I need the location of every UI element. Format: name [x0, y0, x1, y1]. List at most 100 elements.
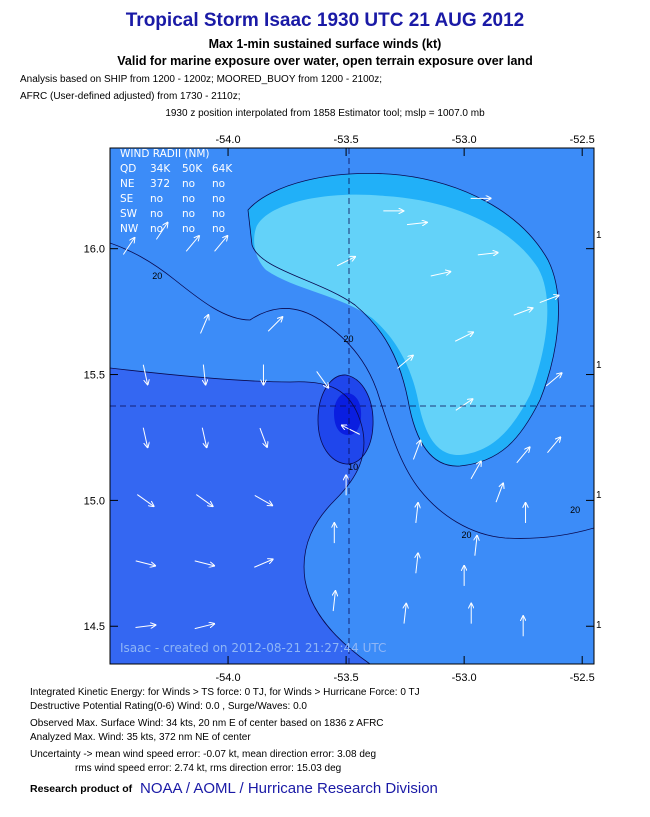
wind-radii-table: WIND RADII (NM) QD 34K 50K 64K NE 372 no no SE no n… — [120, 148, 233, 235]
radii-table-cell: no — [182, 208, 195, 220]
x-tick-label-bottom: -52.5 — [570, 672, 595, 684]
wind-vector-arrow — [214, 236, 228, 252]
wind-vector-arrow — [454, 332, 473, 342]
analysis-line-2: AFRC (User-defined adjusted) from 1730 -… — [20, 91, 241, 102]
wind-vector-arrow — [316, 371, 329, 387]
contour-line-20-west — [110, 367, 371, 664]
radii-table-cell: no — [182, 223, 195, 235]
analysis-line-1: Analysis based on SHIP from 1200 - 1200z… — [20, 74, 383, 85]
wind-vector-arrow — [200, 315, 208, 334]
wind-vector-arrow — [194, 560, 214, 566]
wind-vector-arrow — [201, 427, 206, 448]
hrd-credit-link[interactable]: NOAA / AOML / Hurricane Research Divisio… — [140, 780, 438, 797]
radii-table-cell: NW — [120, 223, 139, 235]
axes-layer: -54.0 -54.0 -53.5 -53.5 -53.0 -53.0 -52.5 -52.5… — [84, 134, 595, 684]
radii-table-cell: 372 — [150, 178, 170, 190]
radii-table-cell: SE — [120, 193, 133, 205]
wind-vector-arrow — [267, 317, 282, 332]
x-tick-label-top: -53.0 — [452, 134, 477, 146]
contour-label: 10 — [348, 462, 358, 472]
wind-vector-arrow — [404, 604, 406, 624]
radii-table-cell: no — [150, 193, 163, 205]
y-tick-label: 15.5 — [84, 370, 105, 382]
right-edge-label-3: 1 — [596, 490, 602, 501]
x-tick-label-bottom: -54.0 — [216, 672, 241, 684]
radii-table-cell: SW — [120, 208, 138, 220]
wind-vector-arrow — [122, 238, 134, 255]
wind-vector-layer — [122, 198, 561, 637]
x-tick-label-top: -54.0 — [216, 134, 241, 146]
contour-region-weak-southwest — [110, 368, 370, 664]
uncertainty-line-2: rms wind speed error: 2.74 kt, rms direc… — [75, 763, 342, 774]
page-title: Tropical Storm Isaac 1930 UTC 21 AUG 201… — [125, 10, 525, 31]
contour-line-inner — [247, 173, 559, 467]
x-tick-label-top: -52.5 — [570, 134, 595, 146]
wind-vector-arrow — [185, 236, 199, 252]
x-tick-label-bottom: -53.0 — [452, 672, 477, 684]
analyzed-max-text: Analyzed Max. Wind: 35 kts, 372 nm NE of… — [30, 732, 251, 743]
radii-table-cell: no — [212, 223, 225, 235]
wind-vector-arrow — [495, 483, 503, 503]
y-tick-label: 15.0 — [84, 495, 105, 507]
watermark-text: Isaac - created on 2012-08-21 21:27:44 U… — [120, 641, 386, 655]
wind-vector-arrow — [412, 441, 420, 460]
contour-region-30plus-kt — [254, 194, 548, 456]
contour-line-20 — [110, 242, 594, 539]
radii-table-header-cell: 50K — [182, 163, 203, 175]
wind-vector-arrow — [336, 257, 355, 267]
wind-vector-arrow — [406, 222, 427, 224]
wind-vector-arrow — [342, 425, 360, 435]
x-tick-label-top: -53.5 — [334, 134, 359, 146]
wind-vector-arrow — [397, 356, 412, 369]
wind-vector-arrow — [416, 553, 418, 574]
radii-table-cell: no — [212, 208, 225, 220]
wind-vector-arrow — [254, 559, 272, 568]
x-tick-label-bottom: -53.5 — [334, 672, 359, 684]
uncertainty-line-1: Uncertainty -> mean wind speed error: -0… — [30, 749, 377, 760]
radii-table-cell: NE — [120, 178, 135, 190]
wind-vector-arrow — [416, 503, 418, 523]
right-edge-label-4: 1 — [596, 620, 602, 631]
wind-vector-arrow — [254, 494, 272, 505]
wind-vector-arrow — [475, 536, 477, 556]
contour-lines — [110, 173, 594, 664]
radii-table-cell: no — [182, 178, 195, 190]
radii-table-header-cell: 34K — [150, 163, 171, 175]
wind-vector-arrow — [259, 427, 267, 447]
wind-vector-arrow — [545, 373, 561, 387]
radii-table-cell: no — [212, 193, 225, 205]
radii-table-header-cell: QD — [120, 163, 136, 175]
contour-label: 20 — [570, 505, 580, 515]
wind-vector-arrow — [539, 296, 559, 304]
wind-vector-arrow — [547, 437, 560, 454]
radii-table-cell: no — [212, 178, 225, 190]
wind-vector-arrow — [513, 308, 533, 316]
observed-max-text: Observed Max. Surface Wind: 34 kts, 20 n… — [30, 718, 384, 729]
wind-vector-arrow — [155, 223, 167, 240]
wind-vector-arrow — [333, 591, 335, 612]
radii-table-header-cell: 64K — [212, 163, 233, 175]
contour-label: 20 — [343, 334, 353, 344]
subtitle-exposure: Valid for marine exposure over water, op… — [117, 54, 533, 68]
contour-line-10 — [317, 374, 374, 465]
dpr-text: Destructive Potential Rating(0-6) Wind: … — [30, 701, 307, 712]
wind-vector-arrow — [194, 624, 214, 630]
wind-vector-arrow — [142, 427, 147, 448]
radii-table-cell: no — [150, 223, 163, 235]
right-edge-label-1: 1 — [596, 230, 602, 241]
wind-vector-arrow — [477, 253, 498, 255]
radii-table-cell: no — [182, 193, 195, 205]
wind-vector-arrow — [136, 494, 153, 507]
contour-label: 20 — [461, 530, 471, 540]
wind-vector-arrow — [516, 447, 530, 464]
wind-vector-arrow — [470, 462, 481, 480]
wind-vector-arrow — [455, 399, 473, 411]
right-edge-label-2: 1 — [596, 360, 602, 371]
wind-vector-arrow — [135, 625, 155, 627]
radii-table-cell: no — [150, 208, 163, 220]
contour-label: 20 — [152, 271, 162, 281]
contour-label-layer: 20 20 10 20 20 — [152, 271, 580, 540]
wind-vector-arrow — [196, 494, 212, 507]
wind-vector-arrow — [203, 364, 205, 385]
